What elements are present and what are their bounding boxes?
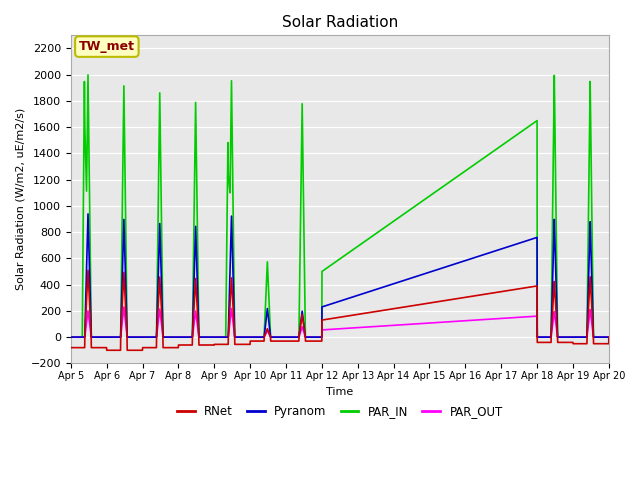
Legend: RNet, Pyranom, PAR_IN, PAR_OUT: RNet, Pyranom, PAR_IN, PAR_OUT xyxy=(172,401,508,423)
Title: Solar Radiation: Solar Radiation xyxy=(282,15,398,30)
X-axis label: Time: Time xyxy=(326,386,353,396)
Text: TW_met: TW_met xyxy=(79,40,135,53)
Y-axis label: Solar Radiation (W/m2, uE/m2/s): Solar Radiation (W/m2, uE/m2/s) xyxy=(15,108,25,290)
